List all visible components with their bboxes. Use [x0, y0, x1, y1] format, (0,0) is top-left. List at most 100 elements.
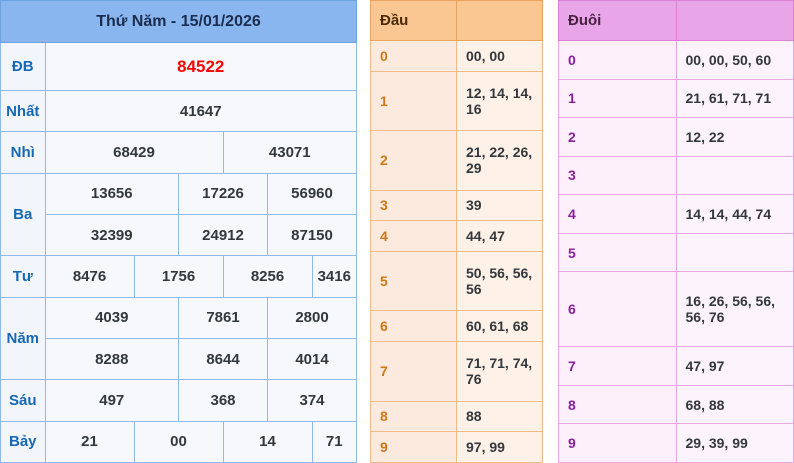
row-label-tu: Tư — [0, 255, 46, 298]
dau-value-6: 60, 61, 68 — [456, 310, 543, 343]
results-title-row: Thứ Năm - 15/01/2026 — [0, 0, 357, 43]
prize-value-bay-1: 00 — [133, 420, 224, 463]
duoi-value-9: 29, 39, 99 — [675, 423, 794, 463]
list-item: 5 50, 56, 56, 56 — [370, 250, 543, 312]
list-item: 6 60, 61, 68 — [370, 310, 543, 343]
prize-value-tu-1: 1756 — [133, 255, 224, 298]
dau-key-7: 7 — [370, 341, 457, 402]
prize-value-bay-2: 14 — [222, 420, 313, 463]
dau-key-5: 5 — [370, 250, 457, 312]
row-label-nhi: Nhì — [0, 131, 46, 174]
dau-value-9: 97, 99 — [456, 431, 543, 463]
duoi-value-1: 21, 61, 71, 71 — [675, 78, 794, 119]
dau-value-1: 12, 14, 14, 16 — [456, 70, 543, 132]
duoi-value-5 — [675, 232, 794, 273]
duoi-value-2: 12, 22 — [675, 117, 794, 157]
prize-value-nam-2: 2800 — [267, 296, 357, 339]
prize-value-ba-4: 24912 — [178, 214, 268, 257]
dau-value-3: 39 — [456, 189, 543, 222]
dau-value-0: 00, 00 — [456, 40, 543, 72]
dau-value-4: 44, 47 — [456, 220, 543, 252]
duoi-table-panel: Đuôi 0 00, 00, 50, 60 1 21, 61, 71, 71 2… — [558, 0, 794, 463]
prize-value-ba-3: 32399 — [44, 214, 179, 257]
results-table-panel: Thứ Năm - 15/01/2026 ĐB 84522 Nhất 41647… — [0, 0, 357, 463]
dau-key-8: 8 — [370, 400, 457, 433]
dau-value-7: 71, 71, 74, 76 — [456, 341, 543, 402]
list-item: 6 16, 26, 56, 56, 56, 76 — [558, 271, 794, 348]
dau-table: Đầu 0 00, 00 1 12, 14, 14, 16 2 21, 22, … — [370, 0, 543, 463]
table-row: ĐB 84522 — [0, 41, 357, 92]
prize-value-db-0: 84522 — [44, 41, 357, 92]
list-item: 3 — [558, 155, 794, 196]
dau-header-spacer — [456, 0, 543, 41]
prize-value-ba-1: 17226 — [178, 172, 268, 216]
dau-header-row: Đầu — [370, 0, 543, 41]
prize-value-nhi-1: 43071 — [222, 131, 357, 174]
results-table: Thứ Năm - 15/01/2026 ĐB 84522 Nhất 41647… — [0, 0, 357, 463]
prize-value-nhat-0: 41647 — [44, 90, 357, 133]
list-item: 0 00, 00 — [370, 40, 543, 72]
list-item: 4 44, 47 — [370, 220, 543, 252]
dau-value-5: 50, 56, 56, 56 — [456, 250, 543, 312]
dau-value-8: 88 — [456, 400, 543, 433]
dau-key-9: 9 — [370, 431, 457, 463]
prize-value-sau-2: 374 — [267, 379, 357, 422]
prize-value-nam-1: 7861 — [178, 296, 268, 339]
list-item: 0 00, 00, 50, 60 — [558, 40, 794, 80]
prize-value-sau-1: 368 — [178, 379, 268, 422]
duoi-value-0: 00, 00, 50, 60 — [675, 40, 794, 80]
table-row: 8288 8644 4014 — [1, 337, 357, 381]
list-item: 8 88 — [370, 400, 543, 433]
list-item: 3 39 — [370, 189, 543, 222]
duoi-table: Đuôi 0 00, 00, 50, 60 1 21, 61, 71, 71 2… — [558, 0, 794, 463]
list-item: 5 — [558, 232, 794, 273]
prize-value-ba-2: 56960 — [267, 172, 357, 216]
duoi-key-6: 6 — [558, 271, 677, 348]
prize-value-tu-3: 3416 — [311, 255, 357, 298]
dau-key-2: 2 — [370, 130, 457, 191]
prize-value-tu-0: 8476 — [44, 255, 135, 298]
prize-value-nhi-0: 68429 — [44, 131, 224, 174]
dau-key-4: 4 — [370, 220, 457, 252]
table-row: Tư 8476 1756 8256 3416 — [0, 255, 357, 298]
duoi-value-8: 68, 88 — [675, 384, 794, 425]
row-label-bay: Bảy — [0, 420, 46, 463]
row-label-db: ĐB — [0, 41, 46, 92]
prize-value-sau-0: 497 — [44, 379, 179, 422]
duoi-key-2: 2 — [558, 117, 677, 157]
list-item: 7 47, 97 — [558, 346, 794, 386]
duoi-header-spacer — [675, 0, 794, 41]
table-row: Nhì 68429 43071 — [0, 131, 357, 174]
dau-key-0: 0 — [370, 40, 457, 72]
list-item: 2 21, 22, 26, 29 — [370, 130, 543, 191]
list-item: 1 12, 14, 14, 16 — [370, 70, 543, 132]
list-item: 8 68, 88 — [558, 384, 794, 425]
prize-value-bay-3: 71 — [311, 420, 357, 463]
prize-value-bay-0: 21 — [44, 420, 135, 463]
duoi-value-7: 47, 97 — [675, 346, 794, 386]
duoi-key-0: 0 — [558, 40, 677, 80]
dau-key-3: 3 — [370, 189, 457, 222]
prize-value-ba-0: 13656 — [44, 172, 179, 216]
prize-value-nam-4: 8644 — [178, 337, 268, 381]
row-label-ba: Ba — [0, 172, 46, 257]
results-title: Thứ Năm - 15/01/2026 — [0, 0, 357, 43]
prize-value-tu-2: 8256 — [222, 255, 313, 298]
list-item: 1 21, 61, 71, 71 — [558, 78, 794, 119]
list-item: 9 29, 39, 99 — [558, 423, 794, 463]
table-row: Năm 4039 7861 2800 — [0, 296, 357, 381]
table-row: Bảy 21 00 14 71 — [0, 420, 357, 463]
table-row: 32399 24912 87150 — [1, 214, 357, 257]
table-row: Nhất 41647 — [0, 90, 357, 133]
list-item: 4 14, 14, 44, 74 — [558, 194, 794, 234]
dau-value-2: 21, 22, 26, 29 — [456, 130, 543, 191]
duoi-key-4: 4 — [558, 194, 677, 234]
duoi-value-3 — [675, 155, 794, 196]
duoi-key-9: 9 — [558, 423, 677, 463]
row-label-sau: Sáu — [0, 379, 46, 422]
list-item: 2 12, 22 — [558, 117, 794, 157]
prize-value-nam-5: 4014 — [267, 337, 357, 381]
list-item: 7 71, 71, 74, 76 — [370, 341, 543, 402]
duoi-value-4: 14, 14, 44, 74 — [675, 194, 794, 234]
